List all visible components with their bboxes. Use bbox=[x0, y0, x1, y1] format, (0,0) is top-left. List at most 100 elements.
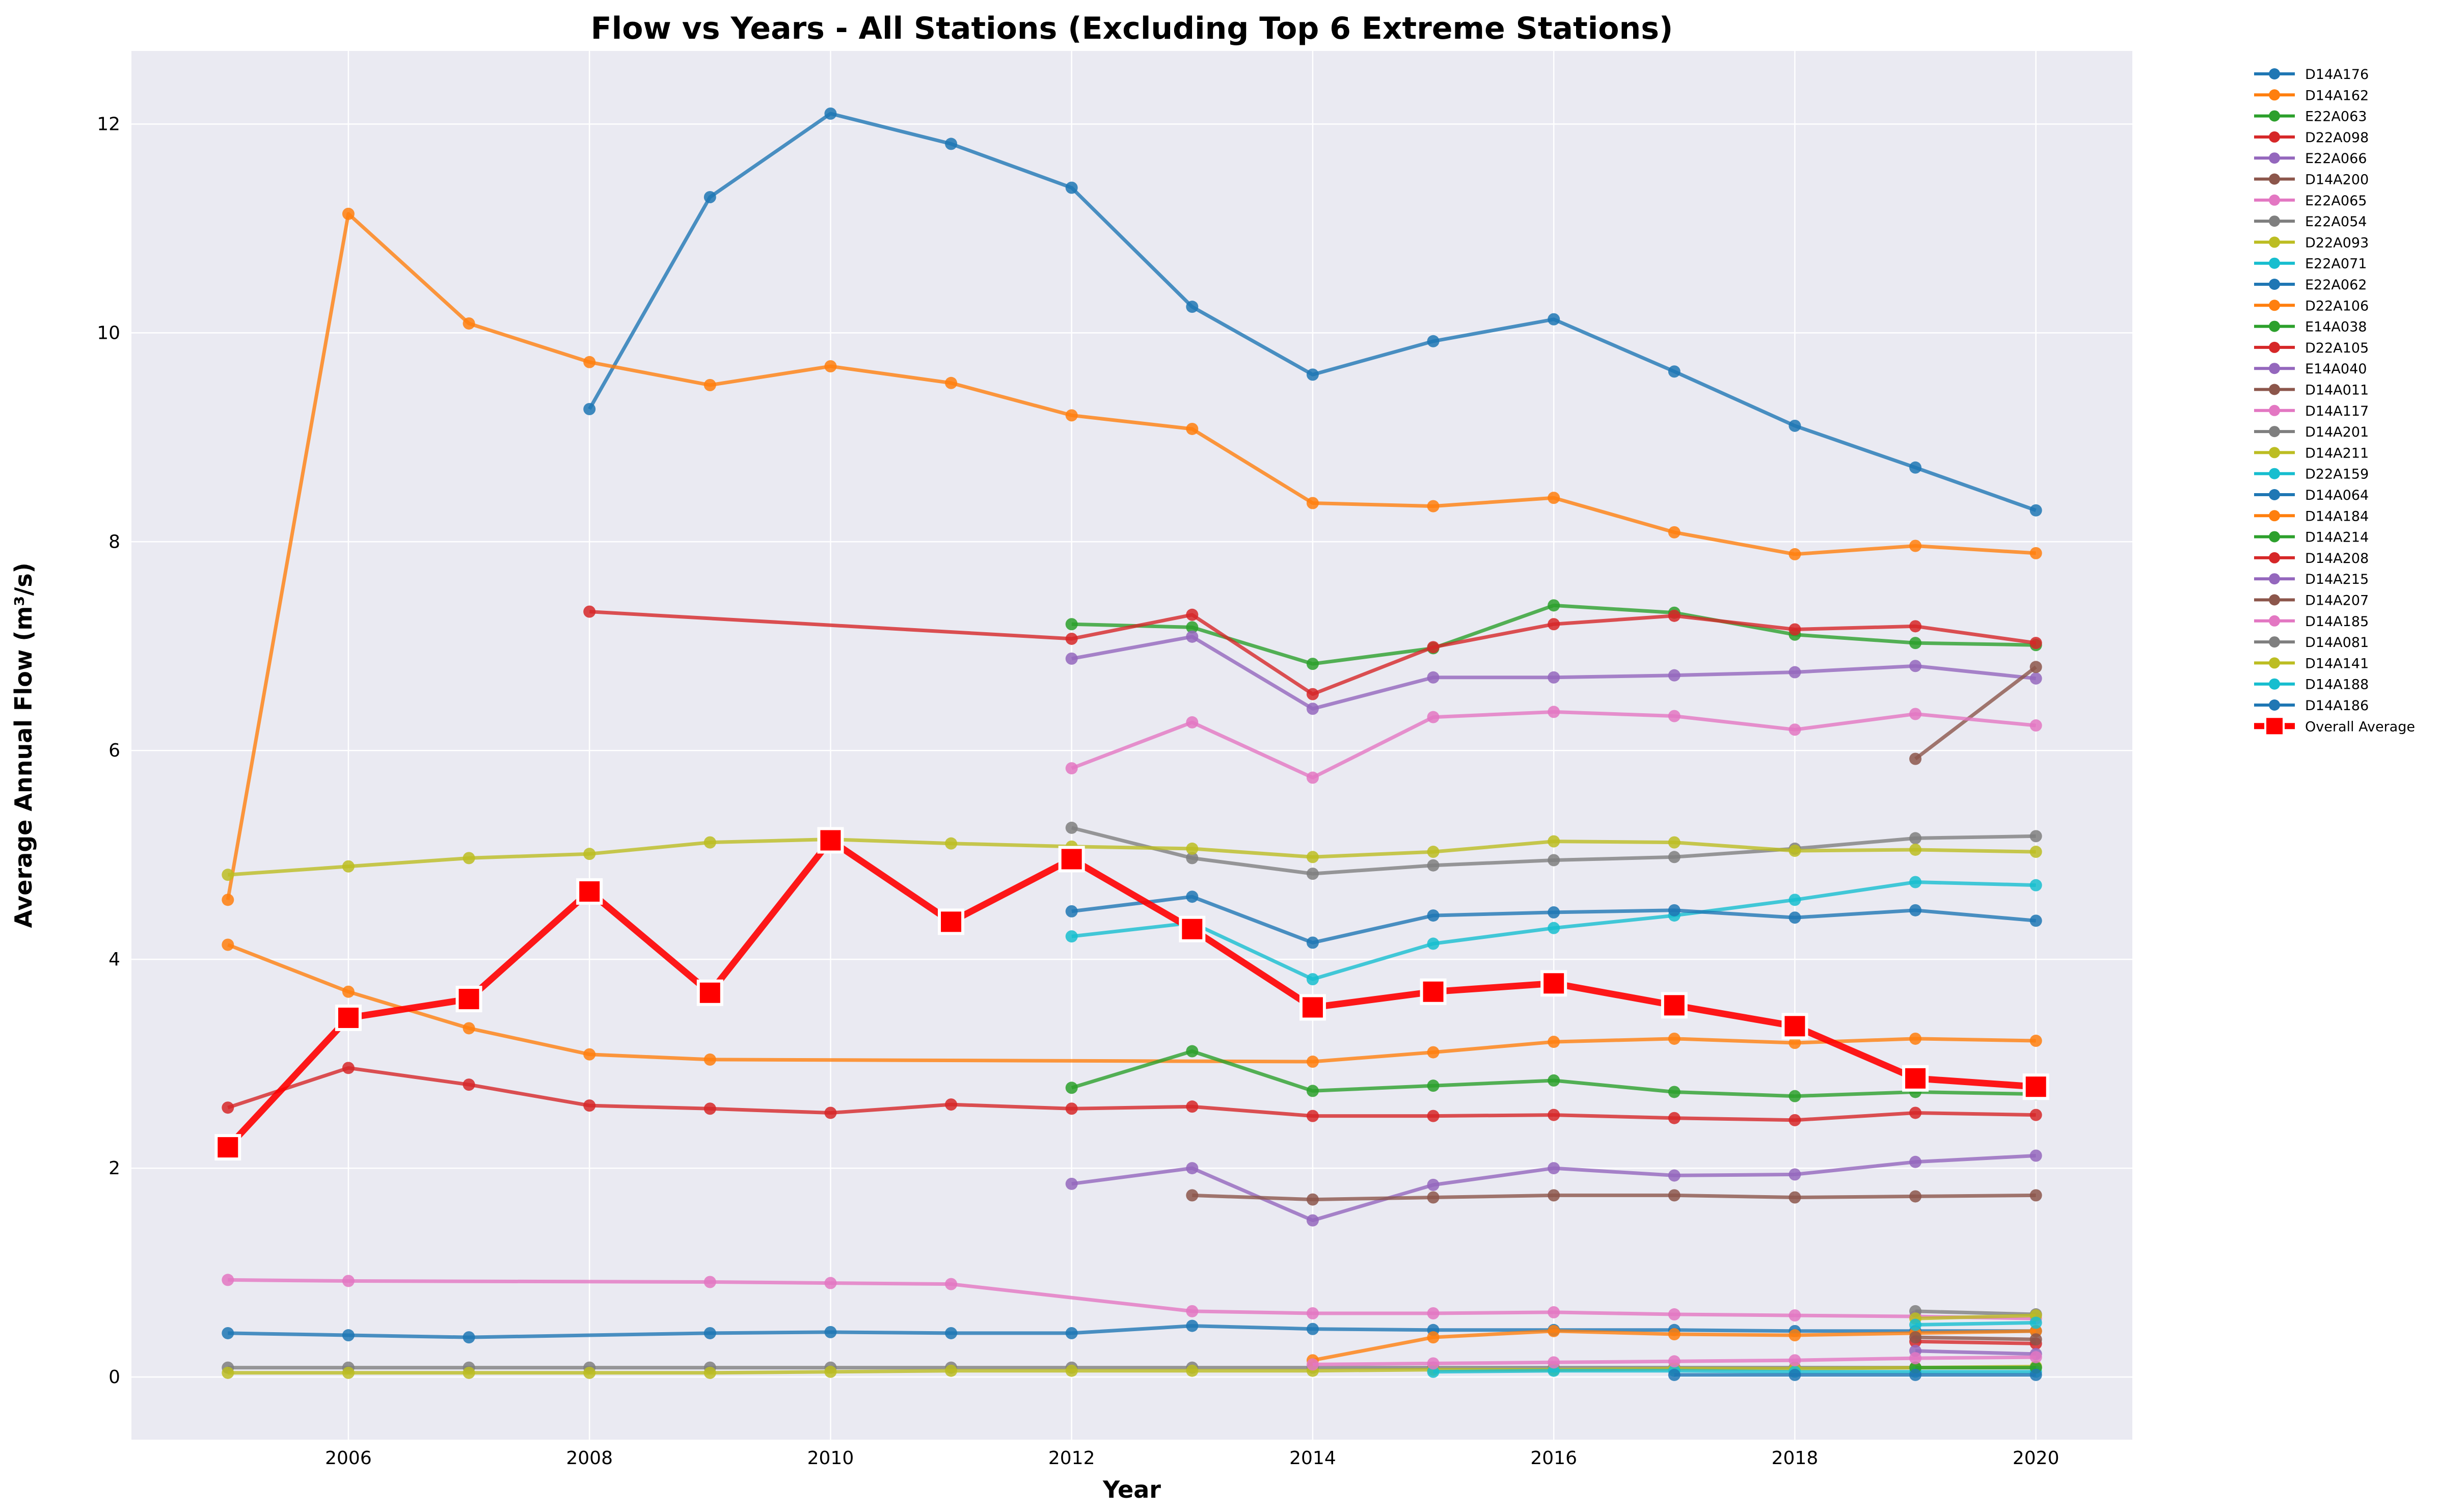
legend-label: D14A176 bbox=[2305, 67, 2369, 83]
series-layer bbox=[214, 107, 2049, 1381]
series-e14a040 bbox=[1065, 1149, 2042, 1227]
legend-label: D22A106 bbox=[2305, 298, 2369, 314]
data-point bbox=[938, 908, 965, 935]
data-point bbox=[1548, 1306, 1560, 1318]
data-point bbox=[1788, 911, 1801, 924]
data-point bbox=[1909, 832, 1922, 845]
data-point bbox=[1306, 497, 1319, 509]
data-point bbox=[1179, 915, 1206, 942]
data-point bbox=[1548, 835, 1560, 848]
data-point bbox=[1668, 365, 1681, 378]
legend-item: D22A106 bbox=[2254, 298, 2369, 314]
series-line bbox=[228, 1365, 2036, 1375]
legend-item: E22A054 bbox=[2254, 214, 2367, 230]
series-d14a188 bbox=[1909, 1316, 2042, 1331]
series-line bbox=[1915, 1309, 2036, 1316]
data-point bbox=[2029, 1325, 2042, 1337]
data-point bbox=[2029, 1316, 2042, 1329]
data-point bbox=[1186, 1045, 1199, 1058]
legend-item: D14A184 bbox=[2254, 508, 2369, 524]
data-point bbox=[222, 894, 234, 906]
data-point bbox=[1306, 368, 1319, 381]
legend-item: E22A071 bbox=[2254, 256, 2367, 272]
data-point bbox=[1909, 752, 1922, 765]
series-line bbox=[225, 837, 2037, 1150]
data-point bbox=[1668, 1308, 1681, 1321]
y-tick-label: 6 bbox=[109, 740, 120, 761]
legend-swatch-marker bbox=[2269, 573, 2280, 585]
legend: D14A176 D14A162 E22A063 D22A098 E22A066 D14A2… bbox=[2254, 67, 2415, 737]
x-tick-label: 2012 bbox=[1048, 1448, 1095, 1469]
data-point bbox=[1427, 859, 1440, 872]
y-tick-label: 2 bbox=[109, 1158, 120, 1179]
data-point bbox=[1065, 1364, 1078, 1377]
series-e22a062 bbox=[1065, 890, 2042, 949]
data-point bbox=[463, 1078, 475, 1091]
data-point bbox=[703, 1366, 716, 1379]
data-point bbox=[1306, 1110, 1319, 1122]
legend-label: E22A071 bbox=[2305, 256, 2367, 272]
data-point bbox=[1788, 1191, 1801, 1204]
data-point bbox=[1186, 301, 1199, 313]
legend-swatch-marker bbox=[2269, 468, 2280, 479]
x-tick-label: 2014 bbox=[1289, 1448, 1336, 1469]
legend-label: D14A185 bbox=[2305, 614, 2369, 630]
legend-item: D22A093 bbox=[2254, 235, 2369, 251]
data-point bbox=[1909, 1318, 1922, 1331]
data-point bbox=[1427, 1307, 1440, 1319]
data-point bbox=[1306, 973, 1319, 986]
data-point bbox=[1427, 711, 1440, 723]
data-point bbox=[1065, 762, 1078, 775]
data-point bbox=[1548, 1325, 1560, 1337]
data-point bbox=[1668, 526, 1681, 538]
data-point bbox=[1186, 1189, 1199, 1202]
data-point bbox=[335, 1004, 362, 1031]
data-point bbox=[1548, 922, 1560, 934]
data-point bbox=[1909, 708, 1922, 720]
legend-label: D14A214 bbox=[2305, 530, 2369, 546]
data-point bbox=[222, 869, 234, 881]
series-e22a066 bbox=[1065, 630, 2042, 715]
legend-item: D14A185 bbox=[2254, 614, 2369, 630]
data-point bbox=[1902, 1065, 1929, 1092]
legend-label: Overall Average bbox=[2305, 719, 2415, 735]
data-point bbox=[1065, 1102, 1078, 1115]
data-point bbox=[1427, 1331, 1440, 1344]
legend-item: D14A215 bbox=[2254, 572, 2369, 587]
legend-swatch-marker bbox=[2269, 404, 2280, 416]
legend-item: D14A200 bbox=[2254, 172, 2369, 188]
legend-item: D14A117 bbox=[2254, 403, 2369, 419]
series-d14a200 bbox=[1909, 661, 2042, 765]
legend-label: D14A064 bbox=[2305, 488, 2369, 503]
data-point bbox=[824, 360, 837, 372]
data-point bbox=[583, 605, 596, 618]
legend-item: D14A201 bbox=[2254, 424, 2369, 440]
series-line bbox=[227, 943, 2036, 1064]
series-d14a117 bbox=[222, 1274, 2042, 1325]
data-point bbox=[583, 1366, 596, 1379]
data-point bbox=[1058, 846, 1085, 873]
data-point bbox=[1668, 669, 1681, 682]
legend-item: D22A098 bbox=[2254, 130, 2369, 146]
data-point bbox=[1065, 1082, 1078, 1094]
data-point bbox=[1788, 845, 1801, 857]
legend-swatch-marker bbox=[2269, 215, 2280, 227]
series-d14a011 bbox=[1186, 1189, 2042, 1206]
data-point bbox=[1909, 1368, 1922, 1381]
series-line bbox=[589, 610, 2037, 696]
data-point bbox=[2029, 830, 2042, 843]
data-point bbox=[2022, 1073, 2049, 1100]
data-point bbox=[342, 207, 355, 220]
data-point bbox=[1427, 1178, 1440, 1191]
data-point bbox=[1909, 876, 1922, 888]
legend-label: D14A186 bbox=[2305, 698, 2369, 714]
data-point bbox=[1186, 422, 1199, 435]
legend-swatch-marker bbox=[2269, 447, 2280, 458]
legend-label: E22A066 bbox=[2305, 151, 2367, 167]
legend-item: D14A208 bbox=[2254, 551, 2369, 566]
data-point bbox=[1065, 1177, 1078, 1190]
legend-label: D14A208 bbox=[2305, 551, 2369, 566]
data-point bbox=[1306, 1322, 1319, 1335]
x-tick-label: 2008 bbox=[566, 1448, 613, 1469]
legend-label: D14A011 bbox=[2305, 383, 2369, 398]
